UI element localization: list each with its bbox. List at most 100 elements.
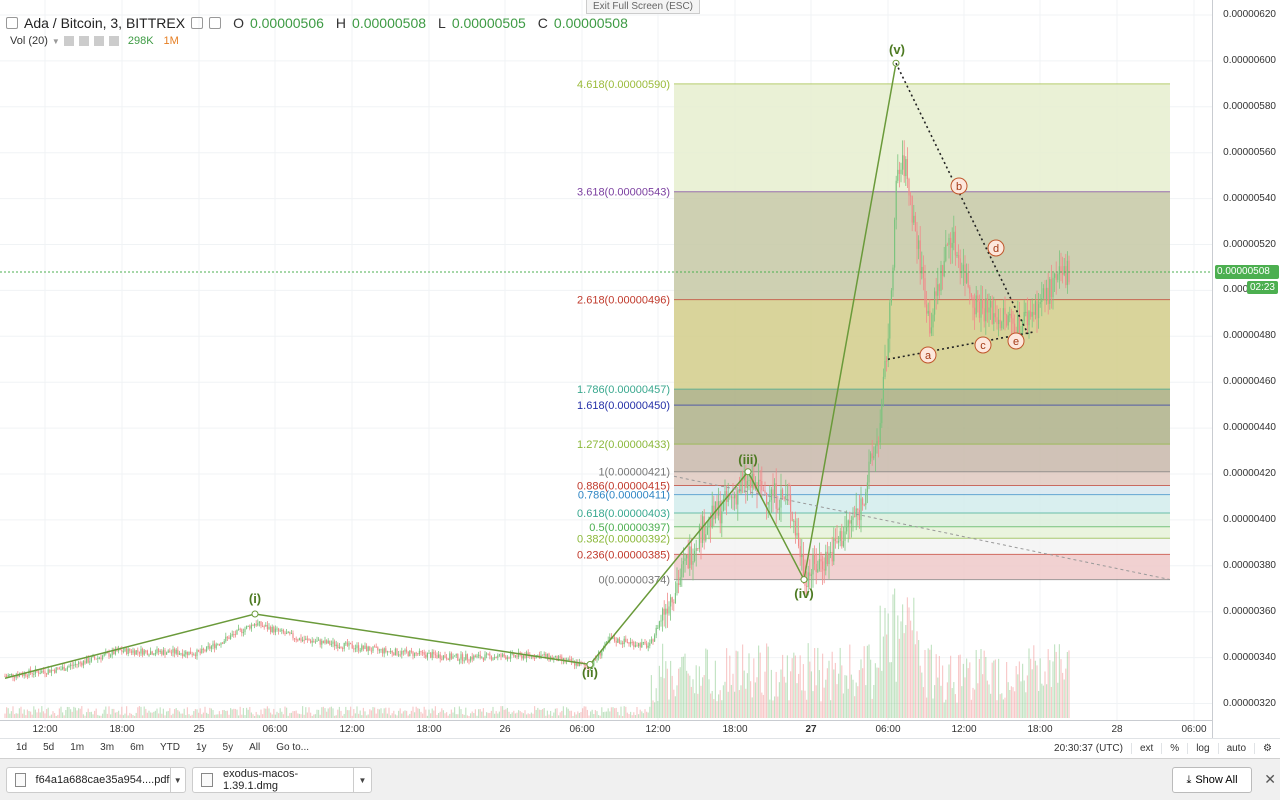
candle-body (39, 673, 41, 675)
volume-bar (751, 697, 753, 718)
volume-bar (65, 709, 67, 718)
volume-bar (831, 651, 833, 718)
log-scale-toggle[interactable]: log (1187, 742, 1217, 754)
extended-hours-toggle[interactable]: ext (1130, 742, 1161, 754)
low-key: L (438, 15, 446, 31)
volume-bar (639, 709, 641, 718)
candle-body (646, 643, 648, 648)
price-chart[interactable]: 4.618(0.00000590) 3.618(0.00000543) 2.618(… (0, 0, 1212, 720)
settings-icon[interactable] (191, 17, 204, 29)
subwave-marker[interactable] (1007, 332, 1025, 350)
timeframe-button[interactable]: 1m (70, 742, 85, 753)
timeframe-button[interactable]: 1y (195, 742, 207, 753)
candle-body (345, 642, 347, 644)
timeframe-button[interactable]: 5d (43, 742, 55, 753)
timeframe-button[interactable]: All (249, 742, 261, 753)
show-all-button[interactable]: ⤓ Show All (1172, 767, 1252, 793)
candle-body (76, 664, 78, 666)
volume-label[interactable]: Vol (20) (10, 35, 48, 47)
exit-fullscreen-hint[interactable]: Exit Full Screen (ESC) (586, 0, 700, 14)
eye-icon[interactable] (63, 36, 74, 46)
wave-anchor[interactable] (251, 610, 259, 618)
candle-body (1054, 273, 1056, 278)
candle-body (972, 297, 974, 308)
volume-bar (129, 712, 131, 718)
download-item-dmg[interactable]: exodus-macos-1.39.1.dmg ▼ (192, 767, 372, 793)
subwave-marker[interactable] (974, 336, 992, 354)
wave-anchor[interactable] (744, 468, 752, 476)
volume-bar (58, 708, 60, 718)
subwave-marker[interactable] (919, 346, 937, 364)
volume-bar (118, 710, 120, 718)
candle-body (284, 632, 286, 634)
volume-bar (1041, 683, 1043, 718)
candle-body (105, 652, 107, 654)
volume-bar (862, 668, 864, 718)
volume-bar (188, 714, 190, 718)
download-item-pdf[interactable]: f64a1a688cae35a954....pdf ▼ (6, 767, 186, 793)
timeframe-button[interactable]: 3m (100, 742, 115, 753)
close-value: 0.00000508 (553, 15, 628, 31)
fib-band (674, 405, 1170, 445)
timeframe-button[interactable]: 1d (16, 742, 28, 753)
volume-bar (654, 702, 656, 718)
chart-area[interactable]: 4.618(0.00000590) 3.618(0.00000543) 2.618(… (0, 0, 1212, 720)
timeframe-button[interactable]: 6m (130, 742, 144, 753)
volume-bar (450, 709, 452, 718)
candle-body (465, 654, 467, 661)
trend-line[interactable] (673, 475, 1171, 581)
candle-body (73, 664, 75, 666)
chevron-down-icon[interactable]: ▼ (353, 768, 371, 792)
chevron-down-icon[interactable]: ▼ (51, 36, 60, 46)
volume-bar (610, 707, 612, 718)
plus-icon[interactable] (93, 36, 104, 46)
volume-bar (495, 711, 497, 718)
volume-bar (575, 714, 577, 718)
subwave-marker[interactable] (987, 239, 1005, 257)
volume-bar (174, 709, 176, 718)
timeframe-button[interactable]: 5y (222, 742, 234, 753)
candle-body (559, 656, 561, 658)
candle-body (52, 669, 54, 671)
collapse-icon[interactable] (6, 17, 18, 29)
volume-bar (794, 655, 796, 718)
fib-level-label: 0.5(0.00000397) (589, 522, 670, 534)
symbol-title[interactable]: Ada / Bitcoin, 3, BITTREX (24, 15, 186, 31)
timeframe-button[interactable]: Go to... (276, 742, 310, 753)
auto-scale-toggle[interactable]: auto (1217, 742, 1254, 754)
volume-bar (913, 597, 915, 718)
triangle-upper-line[interactable] (895, 62, 1029, 335)
candle-body (114, 648, 116, 655)
hide-icon[interactable] (209, 17, 222, 29)
volume-bar (748, 653, 750, 718)
close-icon[interactable] (108, 36, 119, 46)
elliott-wave-line[interactable] (4, 63, 897, 679)
chevron-down-icon[interactable]: ▼ (169, 768, 186, 792)
wave-anchor[interactable] (586, 660, 594, 668)
close-icon[interactable]: ✕ (1264, 771, 1276, 787)
timeframe-button[interactable]: YTD (159, 742, 180, 753)
candle-body (1034, 301, 1036, 315)
volume-bar (860, 659, 862, 718)
price-tick: 0.00000560 (1223, 146, 1276, 158)
candle-body (204, 649, 206, 652)
volume-bar (385, 707, 387, 718)
candle-body (554, 655, 556, 658)
gear-icon[interactable]: ⚙ (1254, 742, 1280, 754)
volume-bar (145, 708, 147, 718)
volume-bar (294, 711, 296, 718)
volume-bar (122, 715, 124, 718)
volume-bar (796, 683, 798, 718)
time-axis[interactable]: 12:00 18:00 25 06:00 12:00 18:00 26 06:00 12:00 1… (0, 720, 1212, 738)
volume-bar (412, 706, 414, 718)
volume-bar (1047, 649, 1049, 718)
candle-body (676, 583, 678, 593)
gear-icon[interactable] (78, 36, 89, 46)
volume-bar (615, 707, 617, 718)
wave-anchor[interactable] (800, 576, 808, 584)
subwave-marker[interactable] (950, 177, 968, 195)
price-axis[interactable]: 0.00000620 0.00000600 0.00000580 0.00000560… (1212, 0, 1280, 738)
percent-scale-toggle[interactable]: % (1161, 742, 1187, 754)
volume-bar (788, 700, 790, 718)
utc-clock[interactable]: 20:30:37 (UTC) (1054, 742, 1123, 754)
